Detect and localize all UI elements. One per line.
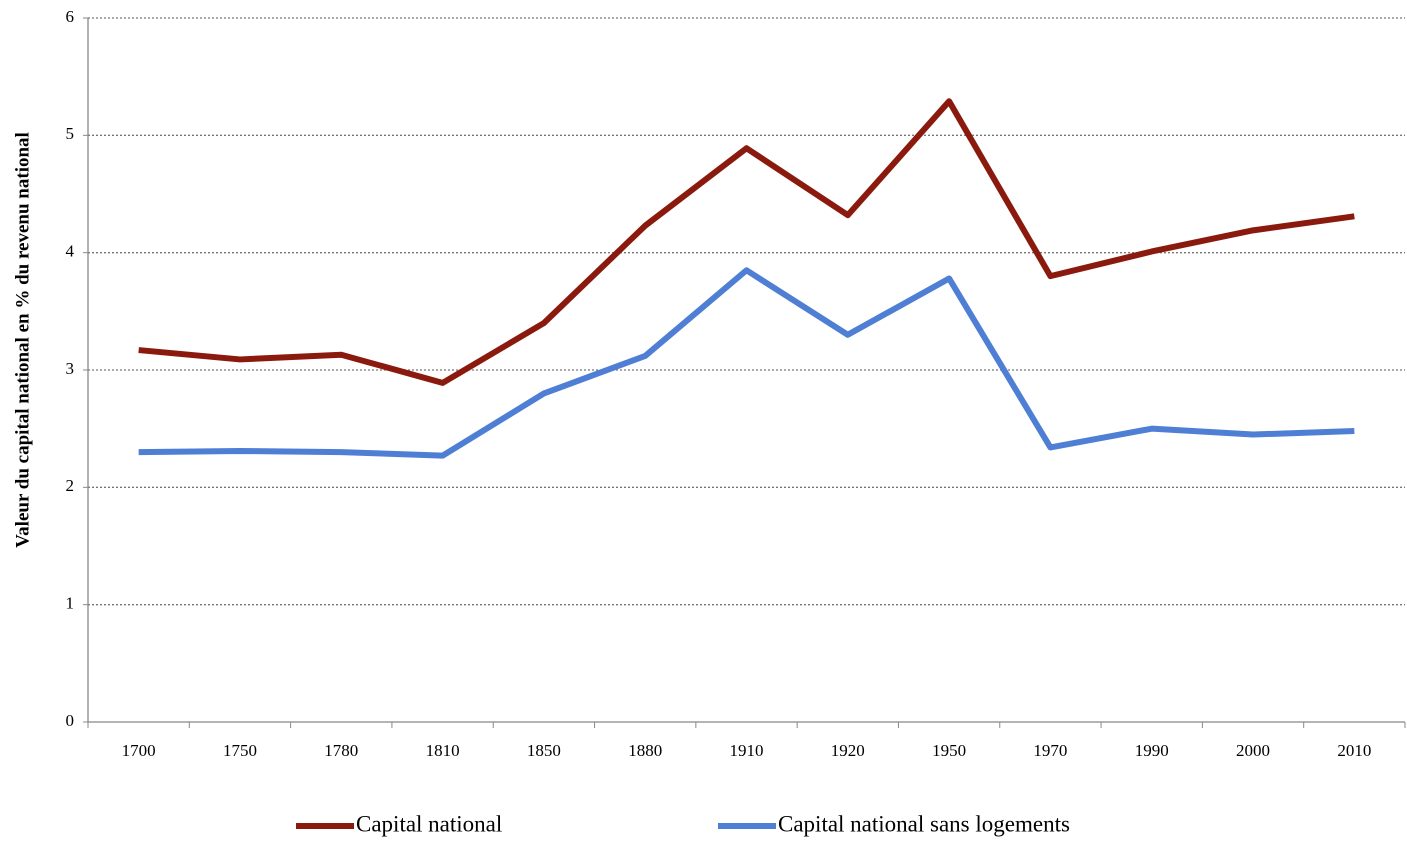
x-tick-label: 1950 (932, 741, 966, 760)
line-series (138, 267, 1355, 459)
legend-label: Capital national (356, 811, 502, 836)
x-tick-label: 1990 (1135, 741, 1169, 760)
y-axis-label: Valeur du capital national en % du reven… (12, 132, 33, 548)
y-tick-label: 2 (66, 476, 75, 495)
x-tick-label: 1750 (223, 741, 257, 760)
y-tick-label: 0 (66, 711, 75, 730)
x-tick-label: 1920 (831, 741, 865, 760)
x-tick-label: 1970 (1033, 741, 1067, 760)
y-tick-label: 3 (66, 359, 75, 378)
y-tick-label: 4 (66, 242, 75, 261)
x-tick-label: 1780 (324, 741, 358, 760)
x-tick-label: 2010 (1337, 741, 1371, 760)
legend-label: Capital national sans logements (778, 811, 1070, 836)
x-tick-label: 1810 (426, 741, 460, 760)
line-series (138, 98, 1355, 386)
x-tick-label: 1700 (122, 741, 156, 760)
y-tick-label: 6 (66, 7, 75, 26)
x-tick-label: 2000 (1236, 741, 1270, 760)
y-tick-label: 1 (66, 594, 75, 613)
x-tick-label: 1910 (730, 741, 764, 760)
y-tick-label: 5 (66, 124, 75, 143)
x-tick-label: 1880 (628, 741, 662, 760)
x-tick-label: 1850 (527, 741, 561, 760)
